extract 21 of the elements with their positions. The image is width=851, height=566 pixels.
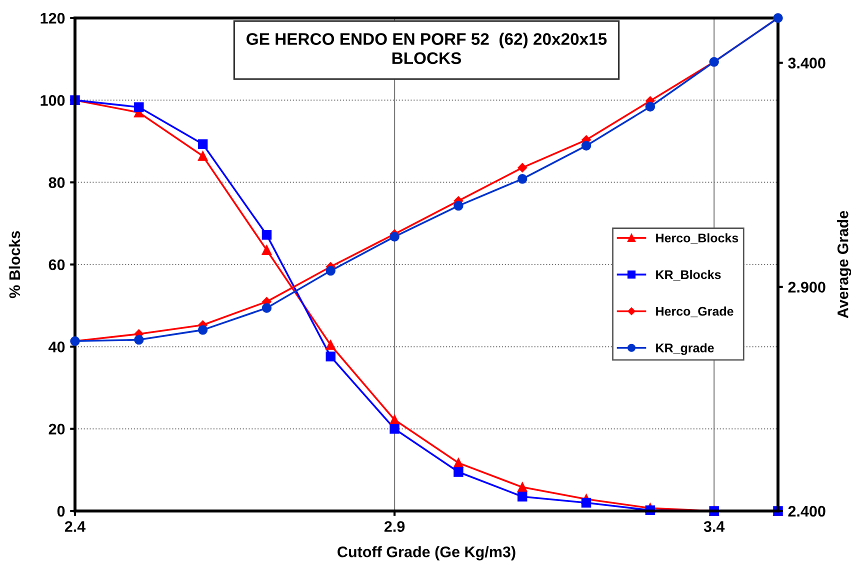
x-tick-label: 2.9 xyxy=(384,521,405,532)
legend-label: KR_Blocks xyxy=(656,270,721,280)
y-tick-label: 80 xyxy=(48,177,65,188)
legend-label: Herco_Grade xyxy=(656,306,734,318)
legend-label: KR_grade xyxy=(656,343,714,355)
y2-axis-title: Average Grade xyxy=(837,210,851,318)
y2-tick-label: 2.400 xyxy=(788,506,826,517)
y-tick-label: 120 xyxy=(40,12,65,24)
y-tick-label: 100 xyxy=(40,95,65,106)
y-tick-label: 20 xyxy=(48,424,65,435)
y-axis-title: % Blocks xyxy=(8,231,20,298)
y2-tick-label: 3.400 xyxy=(788,58,826,69)
y-tick-label: 40 xyxy=(48,342,65,352)
text: GE HERCO ENDO EN PORF 52 (62) 20x20x15 BLOCKS xyxy=(246,32,607,64)
y-tick-label: 0 xyxy=(57,506,65,517)
y-tick-label: 60 xyxy=(48,259,65,270)
x-axis-title: Cutoff Grade (Ge Kg/m3) xyxy=(338,546,516,560)
y2-tick-label: 2.900 xyxy=(788,282,826,293)
x-tick-label: 2.4 xyxy=(64,521,86,532)
legend-label: Herco_Blocks xyxy=(656,233,738,244)
x-tick-label: 3.4 xyxy=(704,521,725,532)
